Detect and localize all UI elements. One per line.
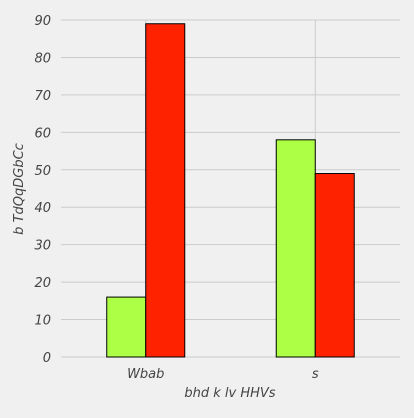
y-tick-label-5: 50: [34, 164, 51, 179]
y-tick-label-4: 40: [34, 201, 51, 216]
y-tick-label-8: 80: [34, 51, 51, 66]
bar-series0-0: [106, 296, 147, 358]
y-tick-label-1: 10: [34, 314, 51, 329]
x-tick-labels: Wbab s: [127, 367, 319, 382]
y-axis-label: b TdQqDGbCc: [12, 143, 27, 235]
y-tick-label-7: 70: [34, 89, 51, 104]
bar-series1-0: [145, 23, 186, 358]
y-tick-label-6: 60: [34, 126, 51, 141]
x-axis-label: bhd k lv HHVs: [184, 386, 275, 401]
y-tick-label-2: 20: [34, 276, 51, 291]
x-tick-label-0: Wbab: [127, 367, 164, 382]
y-tick-label-9: 90: [34, 14, 51, 29]
y-tick-label-3: 30: [34, 239, 51, 254]
bar-series1-1: [314, 173, 355, 358]
y-tick-labels: 0 10 20 30 40 50 60 70 80 90: [34, 14, 51, 366]
bars: [106, 23, 355, 358]
bar-series0-1: [275, 139, 316, 358]
x-tick-label-1: s: [312, 367, 319, 382]
y-tick-label-0: 0: [43, 351, 51, 366]
